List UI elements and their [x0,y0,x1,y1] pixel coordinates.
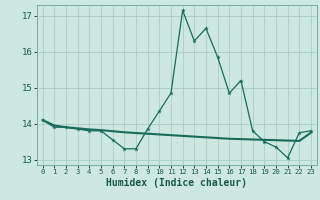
X-axis label: Humidex (Indice chaleur): Humidex (Indice chaleur) [106,178,247,188]
